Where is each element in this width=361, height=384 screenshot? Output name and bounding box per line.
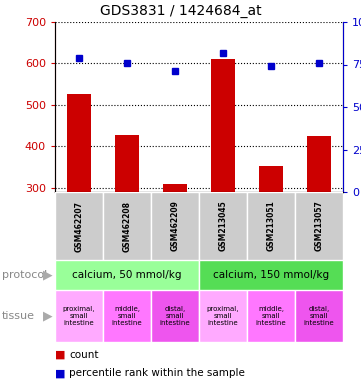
Text: percentile rank within the sample: percentile rank within the sample	[69, 369, 245, 379]
Bar	[199, 260, 343, 290]
Text: GSM462209: GSM462209	[170, 200, 179, 252]
Bar	[295, 290, 343, 342]
Bar	[163, 184, 187, 192]
Text: GSM213057: GSM213057	[314, 200, 323, 252]
Text: tissue: tissue	[2, 311, 35, 321]
Bar	[55, 192, 103, 260]
Bar	[211, 59, 235, 192]
Text: calcium, 150 mmol/kg: calcium, 150 mmol/kg	[213, 270, 329, 280]
Text: GSM213051: GSM213051	[266, 200, 275, 252]
Text: protocol: protocol	[2, 270, 47, 280]
Bar	[103, 192, 151, 260]
Bar	[151, 192, 199, 260]
Text: ▶: ▶	[43, 268, 53, 281]
Text: ■: ■	[55, 369, 65, 379]
Bar	[295, 192, 343, 260]
Bar	[55, 260, 199, 290]
Text: middle,
small
intestine: middle, small intestine	[112, 306, 142, 326]
Text: distal,
small
intestine: distal, small intestine	[160, 306, 190, 326]
Text: proximal,
small
intestine: proximal, small intestine	[63, 306, 95, 326]
Text: distal,
small
intestine: distal, small intestine	[304, 306, 334, 326]
Bar	[307, 136, 331, 192]
Bar	[259, 166, 283, 192]
Text: ▶: ▶	[43, 310, 53, 323]
Bar	[247, 290, 295, 342]
Bar	[199, 192, 247, 260]
Bar	[115, 135, 139, 192]
Text: count: count	[69, 349, 99, 359]
Bar	[247, 192, 295, 260]
Text: GSM213045: GSM213045	[218, 200, 227, 252]
Bar	[103, 290, 151, 342]
Bar	[55, 290, 103, 342]
Bar	[199, 290, 247, 342]
Text: calcium, 50 mmol/kg: calcium, 50 mmol/kg	[72, 270, 182, 280]
Bar	[151, 290, 199, 342]
Text: GSM462208: GSM462208	[122, 200, 131, 252]
Text: proximal,
small
intestine: proximal, small intestine	[207, 306, 239, 326]
Text: middle,
small
intestine: middle, small intestine	[256, 306, 286, 326]
Bar	[67, 94, 91, 192]
Text: GDS3831 / 1424684_at: GDS3831 / 1424684_at	[100, 4, 261, 18]
Text: GSM462207: GSM462207	[74, 200, 83, 252]
Text: ■: ■	[55, 349, 65, 359]
